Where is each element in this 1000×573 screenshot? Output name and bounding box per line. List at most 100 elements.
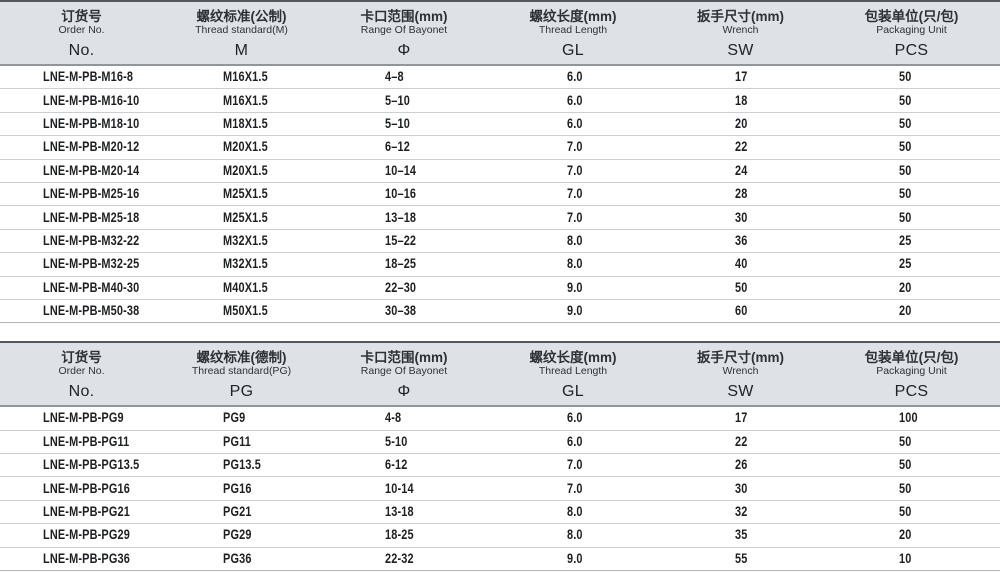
- cell-value: 6.0: [567, 91, 583, 108]
- cell-wrench: 26: [658, 453, 823, 478]
- cell-value: LNE-M-PB-M40-30: [43, 278, 140, 295]
- header-sym-label: GL: [562, 383, 584, 401]
- cell-packaging-unit: 50: [823, 135, 1000, 160]
- table-row: LNE-M-PB-PG16 PG16 10-14 7.0 30 50: [0, 476, 1000, 501]
- cell-wrench: 32: [658, 500, 823, 525]
- cell-wrench: 60: [658, 299, 823, 324]
- cell-thread-length: 8.0: [488, 229, 658, 254]
- cell-value: LNE-M-PB-M32-25: [43, 255, 140, 272]
- cell-value: 22: [735, 138, 748, 155]
- cell-value: PG11: [223, 432, 251, 449]
- cell-value: LNE-M-PB-M20-14: [43, 161, 140, 178]
- cell-packaging-unit: 50: [823, 430, 1000, 455]
- cell-thread-standard: M40X1.5: [163, 276, 320, 300]
- cell-value: LNE-M-PB-PG9: [43, 409, 124, 426]
- header-cn-label: 扳手尺寸(mm): [697, 350, 784, 366]
- header-sym-label: PG: [229, 383, 254, 401]
- cell-wrench: 55: [658, 547, 823, 572]
- cell-value: M20X1.5: [223, 138, 268, 155]
- pg-thread-spec-table: 订货号 Order No. No. 螺纹标准(德制) Thread standard(P…: [0, 341, 1000, 572]
- cell-value: 8.0: [567, 503, 583, 520]
- cell-thread-standard: M50X1.5: [163, 299, 320, 324]
- cell-packaging-unit: 50: [823, 476, 1000, 501]
- cell-value: LNE-M-PB-PG11: [43, 432, 130, 449]
- cell-value: 6.0: [567, 409, 583, 426]
- cell-value: 40: [735, 255, 748, 272]
- cell-wrench: 22: [658, 135, 823, 160]
- cell-order-no: LNE-M-PB-M40-30: [0, 276, 163, 300]
- column-header-bayonet-range: 卡口范围(mm) Range Of Bayonet Φ: [320, 1, 488, 66]
- header-en-label: Packaging Unit: [876, 24, 947, 36]
- cell-value: LNE-M-PB-PG36: [43, 549, 130, 566]
- cell-value: 20: [899, 526, 912, 543]
- header-sym-label: GL: [562, 42, 584, 59]
- cell-bayonet-range: 10–16: [320, 182, 488, 207]
- cell-thread-standard: PG9: [163, 406, 320, 431]
- cell-value: 6.0: [567, 432, 583, 449]
- header-sym-label: PCS: [894, 42, 929, 59]
- cell-value: M32X1.5: [223, 231, 268, 248]
- cell-value: 13-18: [385, 503, 414, 520]
- cell-value: 25: [899, 255, 912, 272]
- cell-value: 13–18: [385, 208, 417, 225]
- metric-thread-spec-table: 订货号 Order No. No. 螺纹标准(公制) Thread standard(M…: [0, 0, 1000, 324]
- cell-value: M16X1.5: [223, 68, 268, 85]
- header-cn-label: 卡口范围(mm): [360, 9, 448, 24]
- cell-value: 10–16: [385, 185, 417, 202]
- cell-value: LNE-M-PB-M20-12: [43, 138, 140, 155]
- cell-value: 32: [735, 503, 748, 520]
- cell-value: LNE-M-PB-M32-22: [43, 231, 140, 248]
- cell-thread-standard: M16X1.5: [163, 88, 320, 113]
- cell-packaging-unit: 50: [823, 182, 1000, 207]
- cell-order-no: LNE-M-PB-M25-16: [0, 182, 163, 207]
- cell-thread-standard: M25X1.5: [163, 205, 320, 230]
- header-sym-label: No.: [68, 383, 95, 401]
- cell-order-no: LNE-M-PB-M20-14: [0, 159, 163, 183]
- cell-packaging-unit: 100: [823, 406, 1000, 431]
- cell-value: PG9: [223, 409, 246, 426]
- column-header-wrench: 扳手尺寸(mm) Wrench SW: [658, 1, 823, 66]
- header-cn-label: 包装单位(只/包): [864, 350, 959, 366]
- table-row: LNE-M-PB-M20-12 M20X1.5 6–12 7.0 22 50: [0, 135, 1000, 160]
- cell-thread-length: 6.0: [488, 430, 658, 455]
- header-cn-label: 螺纹标准(德制): [196, 350, 287, 366]
- cell-order-no: LNE-M-PB-PG16: [0, 476, 163, 501]
- cell-value: 10–14: [385, 161, 417, 178]
- cell-order-no: LNE-M-PB-PG13.5: [0, 453, 163, 478]
- cell-value: LNE-M-PB-M50-38: [43, 302, 140, 319]
- cell-value: 7.0: [567, 185, 583, 202]
- header-sym-label: No.: [68, 42, 95, 59]
- cell-value: 50: [899, 503, 912, 520]
- header-en-label: Thread standard(PG): [191, 365, 292, 378]
- header-cn-label: 订货号: [61, 350, 102, 366]
- cell-thread-standard: PG11: [163, 430, 320, 455]
- cell-value: 18-25: [385, 526, 414, 543]
- cell-bayonet-range: 5–10: [320, 88, 488, 113]
- cell-value: 8.0: [567, 231, 583, 248]
- cell-thread-length: 9.0: [488, 276, 658, 300]
- header-cn-label: 扳手尺寸(mm): [697, 9, 784, 24]
- column-header-thread-length: 螺纹长度(mm) Thread Length GL: [488, 342, 658, 408]
- column-header-thread-length: 螺纹长度(mm) Thread Length GL: [488, 1, 658, 66]
- cell-wrench: 24: [658, 159, 823, 183]
- cell-value: 7.0: [567, 208, 583, 225]
- cell-value: LNE-M-PB-M25-16: [43, 185, 140, 202]
- cell-value: M40X1.5: [223, 278, 268, 295]
- cell-value: 8.0: [567, 526, 583, 543]
- cell-thread-length: 6.0: [488, 88, 658, 113]
- cell-value: 28: [735, 185, 748, 202]
- cell-thread-length: 7.0: [488, 453, 658, 478]
- cell-value: 6.0: [567, 114, 583, 131]
- cell-value: 4–8: [385, 68, 404, 85]
- cell-thread-length: 7.0: [488, 205, 658, 230]
- cell-thread-standard: M16X1.5: [163, 65, 320, 90]
- header-row: 订货号 Order No. No. 螺纹标准(公制) Thread standard(M…: [0, 1, 1000, 66]
- cell-packaging-unit: 50: [823, 500, 1000, 525]
- table-row: LNE-M-PB-M32-22 M32X1.5 15–22 8.0 36 25: [0, 229, 1000, 254]
- cell-order-no: LNE-M-PB-M50-38: [0, 299, 163, 324]
- column-header-thread-standard: 螺纹标准(德制) Thread standard(PG) PG: [163, 342, 320, 408]
- table-row: LNE-M-PB-PG13.5 PG13.5 6-12 7.0 26 50: [0, 453, 1000, 478]
- column-header-packaging-unit: 包装单位(只/包) Packaging Unit PCS: [823, 1, 1000, 66]
- cell-value: 5–10: [385, 91, 410, 108]
- cell-bayonet-range: 30–38: [320, 299, 488, 324]
